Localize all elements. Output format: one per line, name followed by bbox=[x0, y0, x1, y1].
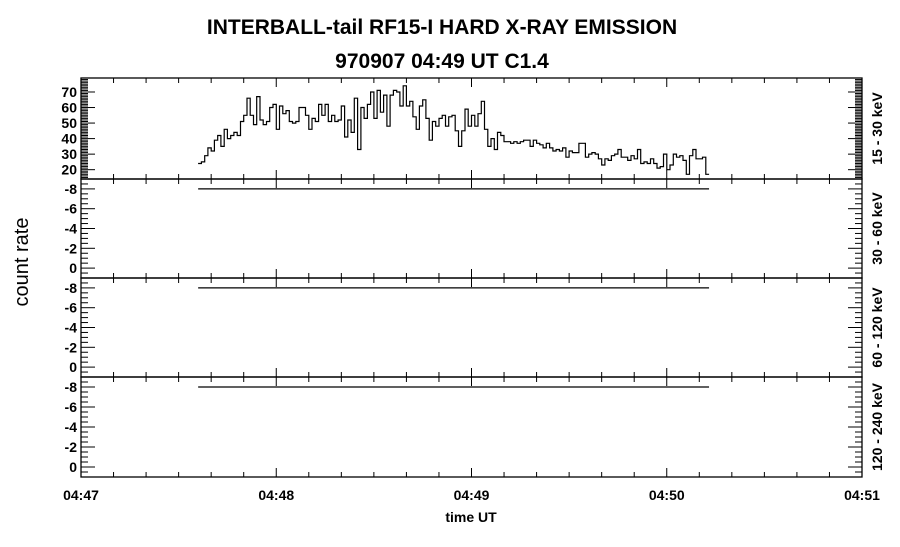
y-tick-label: 40 bbox=[61, 131, 77, 147]
count-rate-series bbox=[198, 85, 710, 175]
y-tick-label: -2 bbox=[65, 439, 78, 455]
energy-band-label: 60 - 120 keV bbox=[869, 287, 885, 368]
chart-title: INTERBALL-tail RF15-I HARD X-RAY EMISSIO… bbox=[207, 16, 677, 39]
y-tick-label: -8 bbox=[65, 181, 78, 197]
panel-3: -8 -6 -4 -2 0 60 - 120 keV bbox=[65, 277, 885, 378]
y-tick-label: -6 bbox=[65, 399, 78, 415]
y-tick-label: 20 bbox=[61, 162, 77, 178]
y-tick-label: 30 bbox=[61, 146, 77, 162]
y-tick-label: -2 bbox=[65, 339, 78, 355]
y-tick-label: 0 bbox=[69, 359, 77, 375]
y-tick-label: -6 bbox=[65, 300, 78, 316]
y-tick-label: -4 bbox=[65, 221, 78, 237]
y-tick-label: 70 bbox=[61, 84, 77, 100]
y-tick-label: -4 bbox=[65, 320, 78, 336]
x-tick-label: 04:48 bbox=[258, 487, 294, 503]
y-tick-label: 50 bbox=[61, 115, 77, 131]
y-tick-label: -8 bbox=[65, 379, 78, 395]
panel-2: -8 -6 -4 -2 0 30 - 60 keV bbox=[65, 178, 885, 279]
energy-band-label: 30 - 60 keV bbox=[869, 192, 885, 265]
x-tick-label: 04:49 bbox=[454, 487, 490, 503]
x-tick-label: 04:50 bbox=[649, 487, 685, 503]
y-tick-label: -6 bbox=[65, 201, 78, 217]
panel-frame bbox=[80, 277, 863, 378]
panel-4: -8 -6 -4 -2 0 120 - 240 keV bbox=[65, 376, 885, 478]
panel-frame bbox=[80, 178, 863, 279]
y-tick-label: -8 bbox=[65, 280, 78, 296]
energy-band-label: 120 - 240 keV bbox=[869, 382, 885, 471]
chart-subtitle: 970907 04:49 UT C1.4 bbox=[335, 50, 549, 73]
y-tick-label: 0 bbox=[69, 459, 77, 475]
y-tick-label: -4 bbox=[65, 419, 78, 435]
panel-frame bbox=[80, 376, 863, 478]
energy-band-label: 15 - 30 keV bbox=[869, 92, 885, 165]
y-tick-label: 0 bbox=[69, 260, 77, 276]
y-tick-label: -2 bbox=[65, 240, 78, 256]
y-tick-label: 60 bbox=[61, 100, 77, 116]
x-tick-label: 04:51 bbox=[844, 487, 880, 503]
x-tick-label: 04:47 bbox=[63, 487, 99, 503]
x-axis-label: time UT bbox=[445, 509, 497, 525]
y-axis-label: count rate bbox=[11, 218, 33, 307]
